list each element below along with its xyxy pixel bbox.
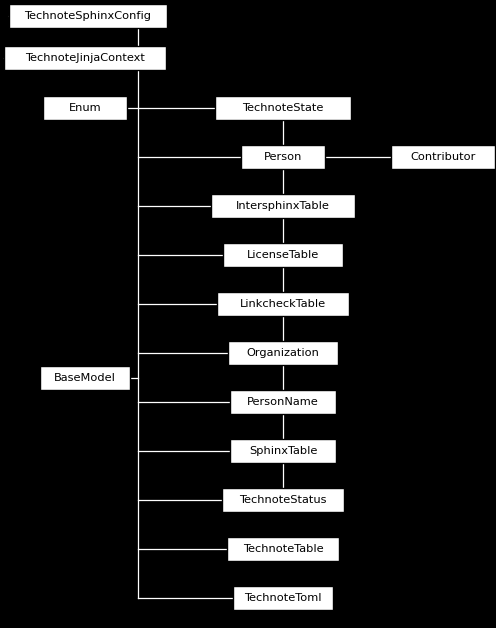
- FancyBboxPatch shape: [241, 145, 325, 169]
- FancyBboxPatch shape: [217, 292, 349, 316]
- Text: TechnoteTable: TechnoteTable: [243, 544, 323, 554]
- FancyBboxPatch shape: [215, 96, 351, 120]
- Text: Enum: Enum: [68, 103, 101, 113]
- FancyBboxPatch shape: [228, 341, 338, 365]
- FancyBboxPatch shape: [391, 145, 495, 169]
- Text: TechnoteToml: TechnoteToml: [244, 593, 322, 603]
- FancyBboxPatch shape: [4, 46, 166, 70]
- FancyBboxPatch shape: [9, 4, 167, 28]
- Text: TechnoteSphinxConfig: TechnoteSphinxConfig: [24, 11, 151, 21]
- Text: Contributor: Contributor: [410, 152, 476, 162]
- Text: LicenseTable: LicenseTable: [247, 250, 319, 260]
- Text: Person: Person: [264, 152, 302, 162]
- FancyBboxPatch shape: [40, 366, 130, 390]
- Text: LinkcheckTable: LinkcheckTable: [240, 299, 326, 309]
- Text: SphinxTable: SphinxTable: [249, 446, 317, 456]
- Text: PersonName: PersonName: [247, 397, 319, 407]
- FancyBboxPatch shape: [223, 243, 343, 267]
- FancyBboxPatch shape: [233, 586, 333, 610]
- FancyBboxPatch shape: [230, 439, 336, 463]
- Text: Organization: Organization: [247, 348, 319, 358]
- Text: TechnoteStatus: TechnoteStatus: [239, 495, 327, 505]
- FancyBboxPatch shape: [43, 96, 127, 120]
- Text: TechnoteJinjaContext: TechnoteJinjaContext: [25, 53, 145, 63]
- FancyBboxPatch shape: [211, 194, 355, 218]
- Text: TechnoteState: TechnoteState: [243, 103, 324, 113]
- FancyBboxPatch shape: [230, 390, 336, 414]
- Text: IntersphinxTable: IntersphinxTable: [236, 201, 330, 211]
- FancyBboxPatch shape: [227, 537, 339, 561]
- Text: BaseModel: BaseModel: [54, 373, 116, 383]
- FancyBboxPatch shape: [222, 488, 344, 512]
